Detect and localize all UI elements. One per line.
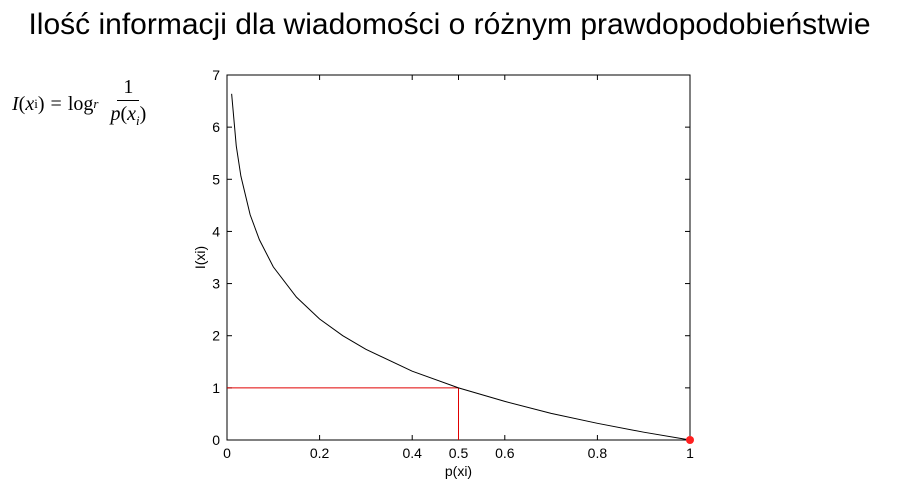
y-axis-label: I(xi) (192, 246, 208, 269)
y-tick-label: 3 (212, 276, 220, 292)
formula-lhs-arg: x (25, 92, 35, 115)
y-tick-label: 4 (212, 223, 220, 239)
x-tick-label: 0.5 (449, 445, 469, 461)
formula-numerator: 1 (117, 76, 140, 101)
formula-den-arg: x (127, 103, 136, 125)
plot-frame (226, 74, 691, 441)
y-tick-label: 7 (212, 67, 220, 83)
formula-denominator: p(xi) (110, 103, 147, 128)
x-tick-label: 1 (686, 445, 694, 461)
y-tick-label: 1 (212, 380, 220, 396)
formula-den-sub: i (136, 113, 140, 128)
formula-den-symbol: p (110, 103, 121, 125)
series-line (231, 93, 691, 441)
formula-fraction: 1 p(xi) (104, 76, 152, 132)
x-tick-label: 0.4 (402, 445, 422, 461)
information-formula: I (x i) = log r 1 p(xi) (12, 76, 152, 132)
formula-log-base: r (93, 96, 99, 111)
formula-lhs-sub: i (34, 96, 38, 111)
x-tick-label: 0 (223, 445, 231, 461)
x-tick-label: 0.2 (310, 445, 330, 461)
point-marker (686, 436, 694, 444)
y-tick-label: 5 (212, 171, 220, 187)
formula-log: log (67, 92, 94, 115)
slide-title: Ilość informacji dla wiadomości o różnym… (28, 8, 871, 41)
formula-lhs-symbol: I (12, 92, 19, 115)
x-tick-label: 0.6 (495, 445, 515, 461)
x-axis-label: p(xi) (445, 463, 472, 479)
y-tick-label: 0 (212, 432, 220, 448)
y-tick-label: 2 (212, 328, 220, 344)
x-tick-label: 0.8 (588, 445, 608, 461)
formula-equals: = (50, 92, 62, 115)
y-tick-label: 6 (212, 119, 220, 135)
